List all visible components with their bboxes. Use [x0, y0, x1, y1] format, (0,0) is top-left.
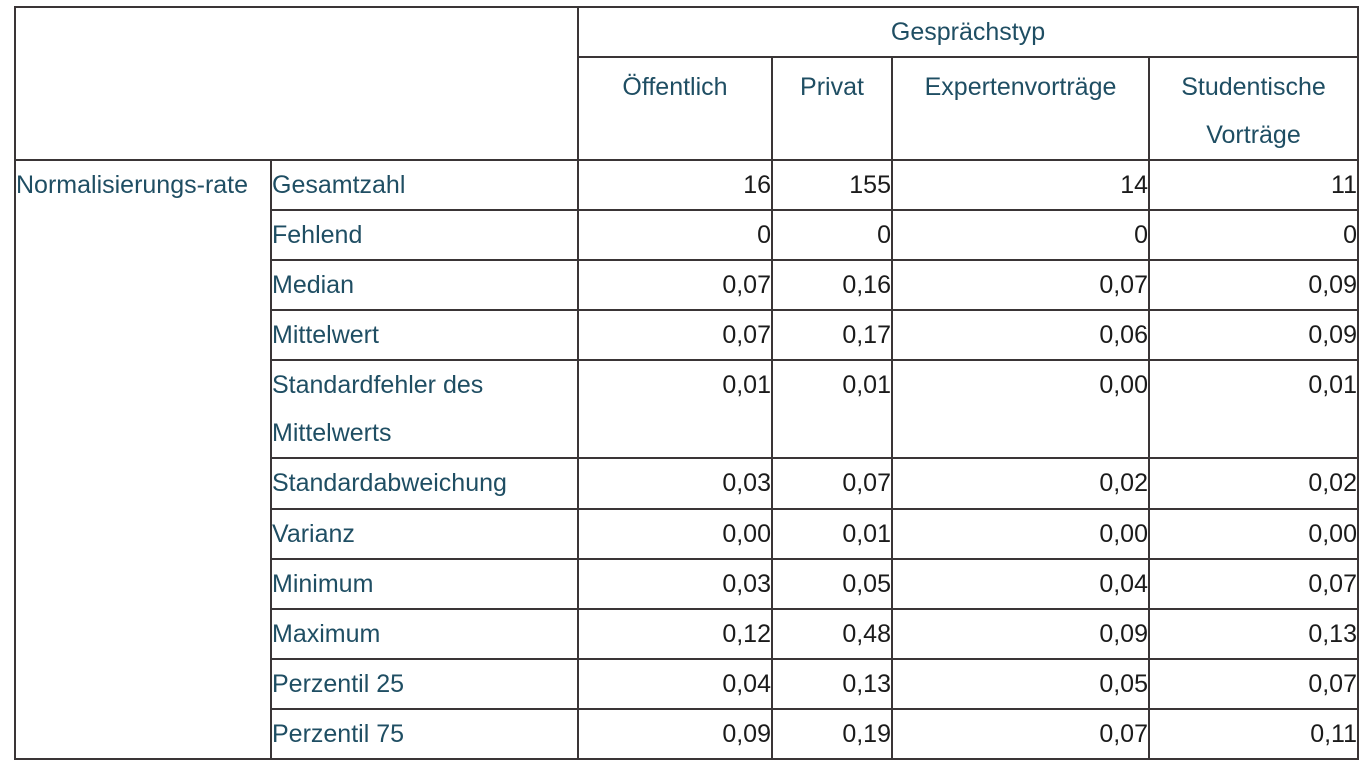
row-label: Perzentil 25: [270, 658, 579, 710]
column-header-row: Öffentlich Privat Expertenvorträge Stude…: [15, 56, 1359, 161]
value-cell: 0: [1148, 209, 1359, 261]
table-row: Fehlend 0 0 0 0: [15, 209, 1359, 261]
value-cell: 0,09: [1148, 259, 1359, 311]
value-cell: 0,07: [577, 309, 773, 361]
value-cell: 0,09: [1148, 309, 1359, 361]
row-label: Median: [270, 259, 579, 311]
value-cell: 0,07: [1148, 558, 1359, 610]
value-cell: 0,01: [1148, 359, 1359, 459]
statistics-table-container: Gesprächstyp Öffentlich Privat Expertenv…: [14, 6, 1359, 760]
value-cell: 0,12: [577, 608, 773, 660]
table-row: Median 0,07 0,16 0,07 0,09: [15, 259, 1359, 311]
value-cell: 14: [891, 159, 1150, 211]
row-label: Minimum: [270, 558, 579, 610]
value-cell: 0,19: [771, 708, 893, 760]
column-header-expertenvortraege: Expertenvorträge: [891, 56, 1150, 161]
column-group-header: Gesprächstyp: [577, 6, 1359, 58]
table-row: Varianz 0,00 0,01 0,00 0,00: [15, 508, 1359, 560]
row-label: Fehlend: [270, 209, 579, 261]
value-cell: 0: [891, 209, 1150, 261]
value-cell: 11: [1148, 159, 1359, 211]
column-header-studentische-vortraege: Studentische Vorträge: [1148, 56, 1359, 161]
table-row: Minimum 0,03 0,05 0,04 0,07: [15, 558, 1359, 610]
table-row: Maximum 0,12 0,48 0,09 0,13: [15, 608, 1359, 660]
value-cell: 0,00: [577, 508, 773, 560]
table-row: Perzentil 25 0,04 0,13 0,05 0,07: [15, 658, 1359, 710]
value-cell: 0,03: [577, 457, 773, 510]
row-label: Gesamtzahl: [270, 159, 579, 211]
value-cell: 16: [577, 159, 773, 211]
table-row: Standardfehler des Mittelwerts 0,01 0,01…: [15, 359, 1359, 459]
row-group-label: Normalisierungs-rate: [14, 159, 272, 760]
table-row: Mittelwert 0,07 0,17 0,06 0,09: [15, 309, 1359, 361]
group-header-row: Gesprächstyp: [14, 6, 1359, 161]
value-cell: 0,09: [891, 608, 1150, 660]
value-cell: 0,07: [891, 259, 1150, 311]
value-cell: 0,00: [891, 359, 1150, 459]
table-row: Normalisierungs-rate Gesamtzahl 16 155 1…: [14, 159, 1359, 760]
row-label: Mittelwert: [270, 309, 579, 361]
value-cell: 0,07: [771, 457, 893, 510]
statistics-table: Gesprächstyp Öffentlich Privat Expertenv…: [14, 6, 1359, 760]
value-cell: 0,48: [771, 608, 893, 660]
value-cell: 0,02: [1148, 457, 1359, 510]
value-cell: 0,13: [771, 658, 893, 710]
value-cell: 0: [771, 209, 893, 261]
value-cell: 0,00: [1148, 508, 1359, 560]
value-cell: 0,07: [577, 259, 773, 311]
value-cell: 0,07: [891, 708, 1150, 760]
value-cell: 0,11: [1148, 708, 1359, 760]
value-cell: 0,01: [771, 508, 893, 560]
value-cell: 0,01: [577, 359, 773, 459]
value-cell: 155: [771, 159, 893, 211]
value-cell: 0,03: [577, 558, 773, 610]
value-cell: 0,04: [577, 658, 773, 710]
row-label: Standardabweichung: [270, 457, 579, 510]
column-header-oeffentlich: Öffentlich: [577, 56, 773, 161]
value-cell: 0,07: [1148, 658, 1359, 710]
row-label: Perzentil 75: [270, 708, 579, 760]
row-label: Varianz: [270, 508, 579, 560]
value-cell: 0: [577, 209, 773, 261]
row-label: Standardfehler des Mittelwerts: [270, 359, 579, 459]
table-row: Standardabweichung 0,03 0,07 0,02 0,02: [15, 457, 1359, 510]
row-label: Maximum: [270, 608, 579, 660]
value-cell: 0,17: [771, 309, 893, 361]
value-cell: 0,09: [577, 708, 773, 760]
corner-cell: [14, 6, 579, 161]
value-cell: 0,02: [891, 457, 1150, 510]
value-cell: 0,01: [771, 359, 893, 459]
column-header-privat: Privat: [771, 56, 893, 161]
value-cell: 0,16: [771, 259, 893, 311]
value-cell: 0,13: [1148, 608, 1359, 660]
value-cell: 0,04: [891, 558, 1150, 610]
value-cell: 0,00: [891, 508, 1150, 560]
value-cell: 0,05: [891, 658, 1150, 710]
value-cell: 0,05: [771, 558, 893, 610]
value-cell: 0,06: [891, 309, 1150, 361]
